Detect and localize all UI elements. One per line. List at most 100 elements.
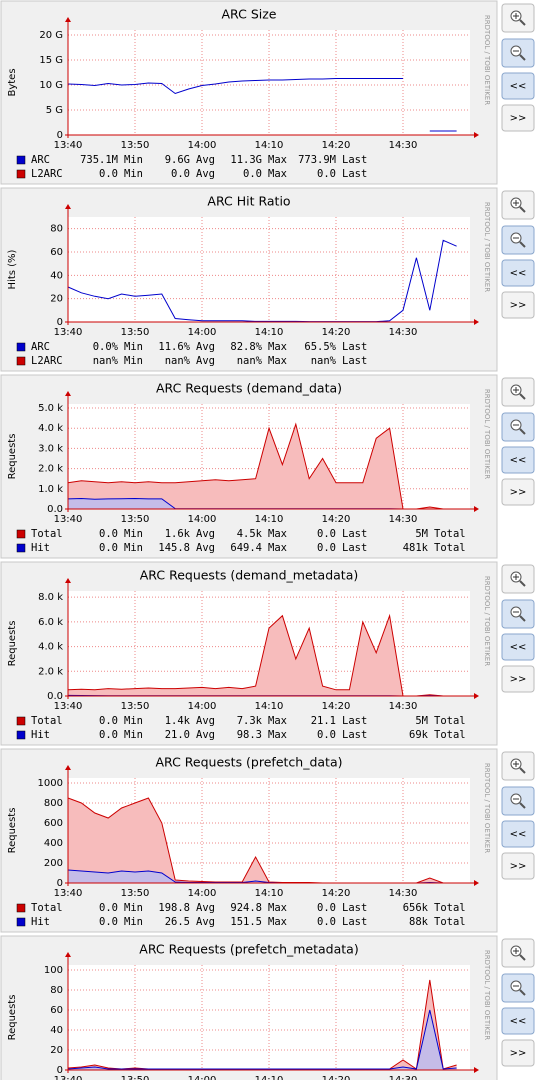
legend-swatch xyxy=(16,342,26,352)
legend-swatch xyxy=(16,356,26,366)
chart-title: ARC Requests (demand_data) xyxy=(156,381,342,396)
zoom-out-button[interactable] xyxy=(501,786,535,816)
legend-stat: Last xyxy=(342,715,367,727)
button-frame xyxy=(501,446,535,474)
legend-stat: Last xyxy=(342,902,367,914)
legend-value: 5M xyxy=(415,715,428,727)
y-tick-label: 4.0 k xyxy=(38,423,63,434)
chart-title: ARC Requests (prefetch_metadata) xyxy=(139,942,358,957)
back-button[interactable]: << xyxy=(501,820,535,848)
icon xyxy=(519,54,526,61)
legend-value: nan% xyxy=(311,355,337,367)
button-frame xyxy=(501,852,535,880)
legend-value: 735.1M xyxy=(80,154,118,166)
legend-value: 65.5% xyxy=(304,341,336,353)
chart-panel: ARC Requests (demand_metadata) Requests 13… xyxy=(0,561,535,746)
button-frame xyxy=(501,291,535,319)
legend-value: nan% xyxy=(93,355,119,367)
zoom-out-button[interactable] xyxy=(501,38,535,68)
y-tick-label: 0.0 xyxy=(47,691,63,702)
legend-value: 924.8 xyxy=(230,902,262,914)
legend-value: 4.5k xyxy=(237,528,263,540)
icon xyxy=(519,802,526,809)
axis-arrow xyxy=(65,204,71,209)
legend-value: 21.1 xyxy=(311,715,336,727)
legend-value: 0.0% xyxy=(93,341,119,353)
x-tick-label: 13:50 xyxy=(121,888,150,899)
button-label: << xyxy=(510,455,527,466)
legend-stat: Max xyxy=(268,168,287,180)
watermark: RRDTOOL / TOBI OETIKER xyxy=(483,15,491,105)
x-tick-label: 13:50 xyxy=(121,1075,150,1080)
legend-value: 773.9M xyxy=(298,154,336,166)
watermark: RRDTOOL / TOBI OETIKER xyxy=(483,950,491,1040)
legend-swatch xyxy=(16,543,26,553)
x-tick-label: 13:40 xyxy=(54,888,83,899)
legend-stat: Avg xyxy=(196,916,215,928)
legend-value: 88k xyxy=(409,916,429,928)
legend-stat: Total xyxy=(434,902,466,914)
forward-button[interactable]: >> xyxy=(501,852,535,880)
y-axis-label: Requests xyxy=(7,995,18,1041)
line xyxy=(67,239,457,323)
button-frame xyxy=(501,478,535,506)
legend-value: 0.0 xyxy=(317,542,336,554)
watermark: RRDTOOL / TOBI OETIKER xyxy=(483,763,491,853)
button-label: >> xyxy=(510,674,527,685)
icon xyxy=(513,761,519,767)
back-button[interactable]: << xyxy=(501,259,535,287)
legend-stat: Max xyxy=(268,355,287,367)
legend-stat: Min xyxy=(124,168,143,180)
zoom-in-button[interactable] xyxy=(501,377,535,407)
button-frame xyxy=(501,665,535,693)
axis-arrow xyxy=(65,17,71,22)
y-axis-label: Requests xyxy=(7,621,18,667)
icon xyxy=(513,574,519,580)
y-tick-label: 20 G xyxy=(39,30,63,41)
legend-stat: Last xyxy=(342,355,367,367)
legend-value: 198.8 xyxy=(158,902,190,914)
zoom-in-button[interactable] xyxy=(501,564,535,594)
legend-stat: Total xyxy=(434,542,466,554)
back-button[interactable]: << xyxy=(501,446,535,474)
zoom-in-button[interactable] xyxy=(501,3,535,33)
forward-button[interactable]: >> xyxy=(501,478,535,506)
y-axis-label: Hits (%) xyxy=(7,249,18,289)
legend-value: 0.0 xyxy=(99,715,118,727)
zoom-out-button[interactable] xyxy=(501,225,535,255)
legend-stat: Avg xyxy=(196,902,215,914)
legend-stat: Last xyxy=(342,528,367,540)
back-button[interactable]: << xyxy=(501,633,535,661)
forward-button[interactable]: >> xyxy=(501,104,535,132)
icon xyxy=(513,200,519,206)
zoom-out-button[interactable] xyxy=(501,973,535,1003)
legend-value: 5M xyxy=(415,528,428,540)
legend-stat: Max xyxy=(268,902,287,914)
zoom-in-button[interactable] xyxy=(501,190,535,220)
forward-button[interactable]: >> xyxy=(501,291,535,319)
forward-button[interactable]: >> xyxy=(501,665,535,693)
icon xyxy=(519,19,526,26)
y-tick-label: 6.0 k xyxy=(38,617,63,628)
back-button[interactable]: << xyxy=(501,72,535,100)
forward-button[interactable]: >> xyxy=(501,1039,535,1067)
legend-swatch xyxy=(16,716,26,726)
zoom-in-button[interactable] xyxy=(501,751,535,781)
axis-arrow xyxy=(474,319,479,325)
line xyxy=(67,613,457,697)
icon xyxy=(519,989,526,996)
zoom-out-button[interactable] xyxy=(501,412,535,442)
button-label: >> xyxy=(510,861,527,872)
zoom-out-button[interactable] xyxy=(501,599,535,629)
back-button[interactable]: << xyxy=(501,1007,535,1035)
zoom-in-button[interactable] xyxy=(501,938,535,968)
line xyxy=(67,422,457,510)
legend-stat: Last xyxy=(342,542,367,554)
y-tick-label: 8.0 k xyxy=(38,592,63,603)
icon xyxy=(519,393,526,400)
legend-stat: Last xyxy=(342,916,367,928)
legend-swatch xyxy=(16,730,26,740)
legend-label: L2ARC xyxy=(31,168,63,180)
y-axis-label: Requests xyxy=(7,434,18,480)
y-tick-label: 15 G xyxy=(39,55,63,66)
